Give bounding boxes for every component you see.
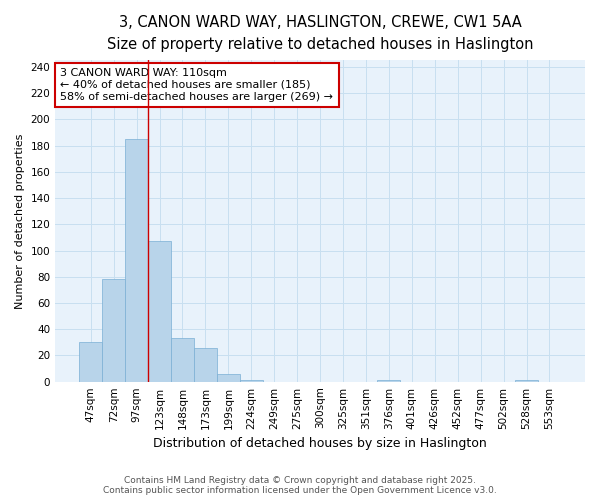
Bar: [240, 380, 263, 382]
Bar: [148, 242, 171, 382]
Bar: [125, 139, 148, 382]
Text: 3 CANON WARD WAY: 110sqm
← 40% of detached houses are smaller (185)
58% of semi-: 3 CANON WARD WAY: 110sqm ← 40% of detach…: [61, 68, 334, 102]
Bar: [102, 280, 125, 382]
X-axis label: Distribution of detached houses by size in Haslington: Distribution of detached houses by size …: [153, 437, 487, 450]
Bar: [194, 348, 217, 382]
Y-axis label: Number of detached properties: Number of detached properties: [15, 134, 25, 308]
Bar: [171, 338, 194, 382]
Bar: [79, 342, 102, 382]
Bar: [217, 374, 240, 382]
Bar: [515, 380, 538, 382]
Text: Contains HM Land Registry data © Crown copyright and database right 2025.
Contai: Contains HM Land Registry data © Crown c…: [103, 476, 497, 495]
Bar: [377, 380, 400, 382]
Title: 3, CANON WARD WAY, HASLINGTON, CREWE, CW1 5AA
Size of property relative to detac: 3, CANON WARD WAY, HASLINGTON, CREWE, CW…: [107, 15, 533, 52]
